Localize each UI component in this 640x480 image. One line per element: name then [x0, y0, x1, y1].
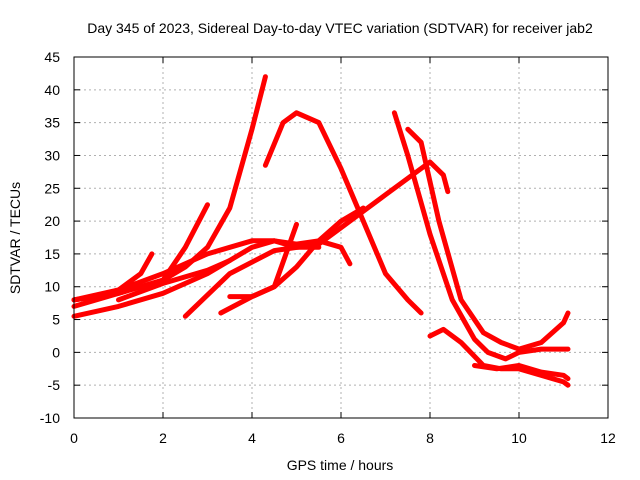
x-tick-label: 12: [600, 430, 616, 446]
y-tick-label: 5: [52, 312, 60, 328]
series-arc-8: [218, 221, 299, 316]
x-axis: 0 2 4 6 8 10 12: [70, 57, 616, 446]
y-tick-label: -10: [40, 410, 60, 426]
y-tick-label: 0: [52, 344, 60, 360]
chart-title: Day 345 of 2023, Sidereal Day-to-day VTE…: [87, 20, 593, 36]
series-arc-12: [405, 126, 571, 352]
y-tick-label: 35: [44, 115, 60, 131]
x-tick-label: 2: [159, 430, 167, 446]
y-axis-title: SDTVAR / TECUs: [7, 182, 23, 294]
x-tick-label: 10: [511, 430, 527, 446]
y-tick-label: -5: [48, 377, 61, 393]
x-tick-label: 6: [337, 430, 345, 446]
series-arc-6: [116, 258, 233, 303]
series-arc-4: [71, 238, 353, 319]
y-axis: -10 -5 0 5 10 15 20 25 30 35 40 45: [40, 49, 608, 426]
x-tick-label: 8: [426, 430, 434, 446]
y-tick-label: 10: [44, 279, 60, 295]
x-tick-label: 4: [248, 430, 256, 446]
y-tick-label: 45: [44, 49, 60, 65]
series-arc-7: [182, 159, 451, 319]
x-axis-title: GPS time / hours: [287, 457, 394, 473]
x-tick-label: 0: [70, 430, 78, 446]
series-arc-9: [227, 205, 366, 300]
series-layer: [71, 74, 571, 388]
y-tick-label: 30: [44, 147, 60, 163]
y-tick-label: 15: [44, 246, 60, 262]
grid: [74, 57, 608, 418]
y-tick-label: 40: [44, 82, 60, 98]
series-arc-10: [262, 110, 424, 316]
series-arc-11: [391, 110, 571, 362]
series-arc-3: [71, 202, 210, 303]
series-arc-14: [472, 363, 571, 382]
y-tick-label: 20: [44, 213, 60, 229]
y-tick-label: 25: [44, 180, 60, 196]
